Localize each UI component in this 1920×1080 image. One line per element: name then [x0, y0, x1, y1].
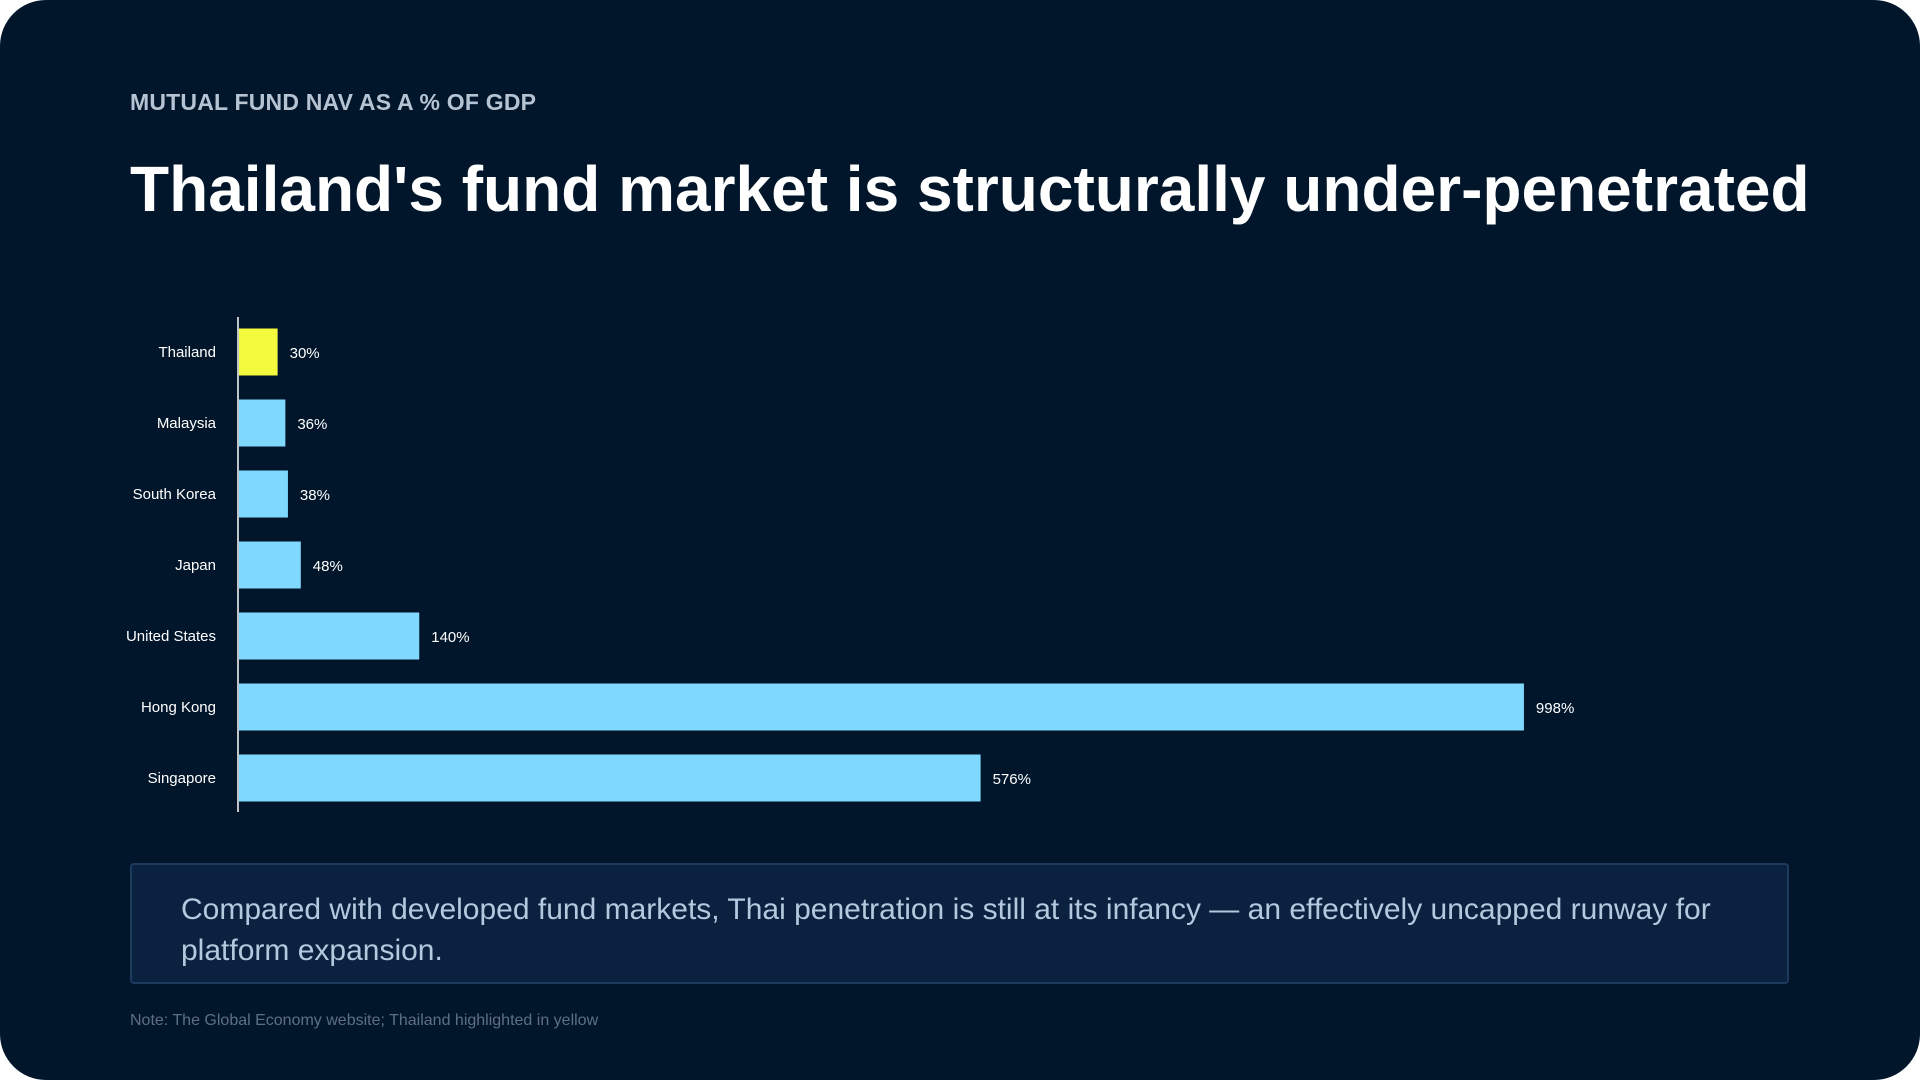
data-label-singapore: 576% — [993, 771, 1031, 788]
bar-hong-kong — [239, 683, 1524, 731]
bar-south-korea — [239, 470, 288, 518]
data-label-hong-kong: 998% — [1536, 700, 1574, 717]
category-label-singapore: Singapore — [148, 770, 216, 787]
category-label-japan: Japan — [175, 557, 216, 574]
bar-singapore — [239, 754, 981, 802]
bar-thailand — [239, 328, 278, 376]
category-label-thailand: Thailand — [158, 344, 216, 361]
bar-malaysia — [239, 399, 286, 447]
callout-box: Compared with developed fund markets, Th… — [130, 863, 1789, 984]
data-label-united-states: 140% — [431, 629, 469, 646]
category-label-united-states: United States — [126, 628, 216, 645]
data-label-thailand: 30% — [290, 345, 320, 362]
category-label-south-korea: South Korea — [133, 486, 217, 503]
eyebrow-label: MUTUAL FUND NAV AS A % OF GDP — [130, 89, 537, 115]
headline: Thailand's fund market is structurally u… — [130, 153, 1810, 225]
bar-japan — [239, 541, 301, 589]
bar-united-states — [239, 612, 420, 660]
category-label-hong-kong: Hong Kong — [141, 699, 216, 716]
data-label-malaysia: 36% — [297, 416, 327, 433]
data-label-south-korea: 38% — [300, 487, 330, 504]
category-label-malaysia: Malaysia — [157, 415, 217, 432]
callout-text: Compared with developed fund markets, Th… — [181, 893, 1711, 967]
data-label-japan: 48% — [313, 558, 343, 575]
source-note: Note: The Global Economy website; Thaila… — [130, 1012, 599, 1029]
